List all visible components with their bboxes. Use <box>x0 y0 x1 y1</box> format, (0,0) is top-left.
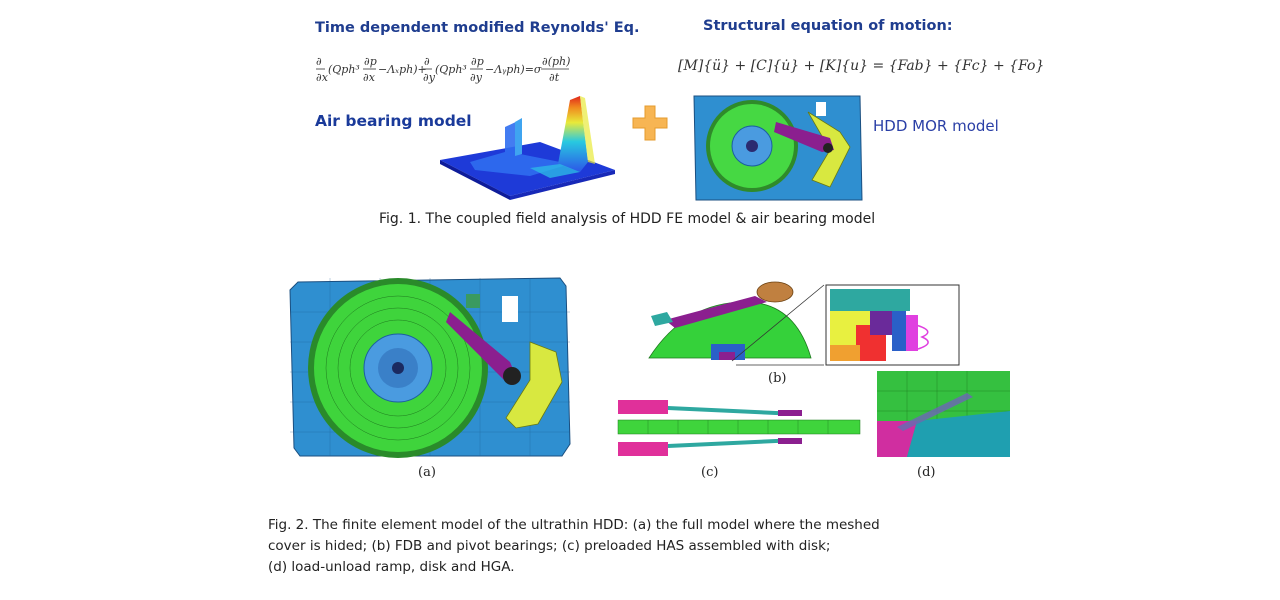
fdb-pivot-graphic <box>648 281 812 360</box>
svg-text:∂x: ∂x <box>316 71 329 84</box>
fig2-caption-line-1: Fig. 2. The finite element model of the … <box>268 517 880 533</box>
label-b: (b) <box>768 371 787 386</box>
svg-text:(Qph³: (Qph³ <box>328 63 360 76</box>
fig2-caption-line-2: cover is hided; (b) FDB and pivot bearin… <box>268 538 831 554</box>
fig1-caption: Fig. 1. The coupled field analysis of HD… <box>379 211 876 227</box>
motion-title: Structural equation of motion: <box>703 18 953 34</box>
svg-text:−Λₓph)+: −Λₓph)+ <box>378 63 427 76</box>
fig2-caption: Fig. 2. The finite element model of the … <box>268 515 880 578</box>
air-bearing-label: Air bearing model <box>315 112 472 130</box>
svg-text:∂p: ∂p <box>364 55 377 68</box>
svg-text:∂: ∂ <box>316 55 322 68</box>
hdd-full-model-graphic <box>289 277 571 458</box>
ramp-graphic <box>877 371 1010 457</box>
svg-text:−Λᵧph)=σ: −Λᵧph)=σ <box>485 63 542 76</box>
svg-text:∂(ph): ∂(ph) <box>542 55 570 68</box>
reynolds-equation: ∂ ∂x (Qph³ ∂p ∂x −Λₓph)+ ∂ ∂y (Qph³ ∂p ∂y −Λ… <box>316 52 616 92</box>
svg-text:∂p: ∂p <box>471 55 484 68</box>
svg-text:(Qph³: (Qph³ <box>435 63 467 76</box>
air-bearing-pressure-plot <box>440 96 615 200</box>
plus-icon <box>632 105 668 141</box>
label-d: (d) <box>917 465 936 480</box>
svg-text:∂x: ∂x <box>363 71 376 84</box>
svg-text:∂t: ∂t <box>549 71 560 84</box>
reynolds-equation-graphic: ∂ ∂x (Qph³ ∂p ∂x −Λₓph)+ ∂ ∂y (Qph³ ∂p ∂y −Λ… <box>316 55 570 84</box>
has-disk-graphic <box>617 400 861 456</box>
zoom-connector <box>731 284 825 366</box>
reynolds-title: Time dependent modified Reynolds' Eq. <box>315 20 640 36</box>
motion-equation: [M]{ü} + [C]{u̇} + [K]{u} = {Fab} + {Fc}… <box>678 58 1045 74</box>
svg-text:∂y: ∂y <box>470 71 483 84</box>
hdd-mor-model-graphic <box>693 95 863 201</box>
svg-text:∂: ∂ <box>424 55 430 68</box>
label-c: (c) <box>701 465 719 480</box>
label-a: (a) <box>418 465 436 480</box>
fig2-caption-line-3: (d) load-unload ramp, disk and HGA. <box>268 559 515 575</box>
fdb-zoom-graphic <box>825 284 960 366</box>
hdd-mor-label: HDD MOR model <box>873 117 999 135</box>
svg-text:∂y: ∂y <box>423 71 436 84</box>
